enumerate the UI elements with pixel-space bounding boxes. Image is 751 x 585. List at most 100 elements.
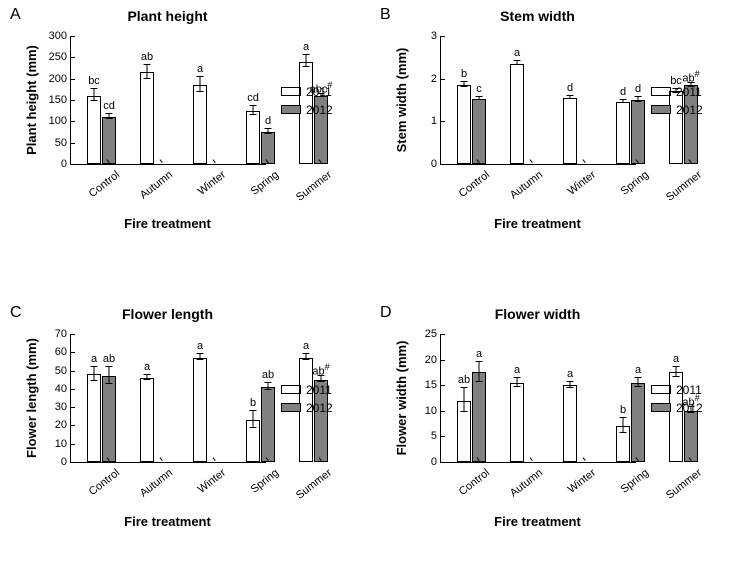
- y-axis-label: Flower length (mm): [24, 334, 39, 462]
- error-bar: [517, 60, 518, 65]
- error-bar: [623, 99, 624, 103]
- bar-2011: [563, 98, 577, 164]
- sig-label: a: [187, 340, 213, 352]
- y-tick: 70: [55, 328, 71, 340]
- y-tick: 60: [55, 346, 71, 358]
- error-bar: [306, 54, 307, 67]
- y-tick: 0: [61, 456, 71, 468]
- panel-stem-width: BStem widthStem width (mm)0123bcControla…: [380, 6, 745, 264]
- legend-swatch-2012: [651, 403, 671, 412]
- error-bar: [623, 417, 624, 432]
- error-bar: [306, 353, 307, 360]
- bar-2012: [261, 132, 275, 164]
- legend-item-2011: 2011: [651, 383, 703, 397]
- y-tick: 1: [431, 115, 441, 127]
- error-bar: [94, 366, 95, 381]
- error-bar: [638, 377, 639, 387]
- bar-2011: [510, 64, 524, 164]
- x-tick: Control: [72, 462, 122, 507]
- bar-2012: [102, 376, 116, 462]
- chart-title: Flower length: [70, 306, 265, 322]
- x-tick: Summer: [654, 462, 704, 507]
- y-tick: 40: [55, 383, 71, 395]
- error-bar: [268, 382, 269, 389]
- x-axis-label: Fire treatment: [440, 216, 635, 231]
- sig-label: a: [504, 364, 530, 376]
- error-bar: [464, 387, 465, 413]
- x-tick: Winter: [548, 164, 598, 209]
- error-bar: [94, 88, 95, 101]
- plot-area: 0510152025abaControlaAutumnaWinterbaSpri…: [440, 334, 636, 463]
- sig-label: bc: [81, 75, 107, 87]
- sig-label: a: [134, 361, 160, 373]
- bar-2011: [246, 420, 260, 462]
- y-tick: 50: [55, 137, 71, 149]
- error-bar: [268, 128, 269, 135]
- legend-label-2012: 2012: [306, 103, 333, 117]
- bar-2011: [457, 85, 471, 164]
- legend-label-2011: 2011: [306, 383, 332, 397]
- bar-2011: [87, 374, 101, 462]
- sig-label: a: [293, 41, 319, 53]
- sig-label: d: [255, 115, 281, 127]
- chart-title: Flower width: [440, 306, 635, 322]
- y-tick: 100: [49, 115, 71, 127]
- x-tick: Autumn: [495, 164, 545, 209]
- error-bar: [570, 95, 571, 99]
- sig-label: ab: [255, 369, 281, 381]
- x-tick: Spring: [231, 164, 281, 209]
- sig-label: a: [625, 364, 651, 376]
- error-bar: [200, 76, 201, 91]
- x-tick: Winter: [178, 462, 228, 507]
- panel-flower-length: CFlower lengthFlower length (mm)01020304…: [10, 304, 375, 562]
- y-tick: 25: [425, 328, 441, 340]
- error-bar: [253, 410, 254, 428]
- y-tick: 15: [425, 379, 441, 391]
- error-bar: [479, 96, 480, 100]
- legend-label-2012: 2012: [676, 401, 703, 415]
- bar-2012: [472, 372, 486, 462]
- sig-label: a: [504, 47, 530, 59]
- sig-label: ab#: [308, 362, 334, 378]
- plot-area: 050100150200250300bccdControlabAutumnaWi…: [70, 36, 266, 165]
- x-tick: Autumn: [495, 462, 545, 507]
- x-axis-label: Fire treatment: [70, 216, 265, 231]
- y-tick: 0: [61, 158, 71, 170]
- y-tick: 3: [431, 30, 441, 42]
- legend-swatch-2011: [651, 385, 671, 394]
- x-tick: Summer: [654, 164, 704, 209]
- bar-2012: [102, 117, 116, 164]
- y-tick: 10: [425, 405, 441, 417]
- x-tick: Winter: [178, 164, 228, 209]
- legend-item-2012: 2012: [651, 103, 703, 117]
- y-axis-label: Flower width (mm): [394, 334, 409, 462]
- x-tick: Summer: [284, 164, 334, 209]
- legend-item-2011: 2011: [651, 85, 703, 99]
- y-tick: 0: [431, 158, 441, 170]
- sig-label: c: [466, 83, 492, 95]
- sig-label: ab: [134, 51, 160, 63]
- sig-label: cd: [240, 92, 266, 104]
- error-bar: [517, 377, 518, 387]
- x-tick: Spring: [601, 164, 651, 209]
- bar-2012: [261, 387, 275, 462]
- error-bar: [109, 113, 110, 120]
- bar-2012: [631, 383, 645, 462]
- legend: 20112012: [281, 81, 333, 121]
- sig-label: a: [466, 348, 492, 360]
- legend-item-2011: 2011: [281, 383, 333, 397]
- y-tick: 20: [55, 419, 71, 431]
- error-bar: [109, 366, 110, 384]
- panel-letter: D: [380, 304, 392, 322]
- bar-2011: [140, 378, 154, 462]
- legend-item-2012: 2012: [651, 401, 703, 415]
- x-tick: Summer: [284, 462, 334, 507]
- sig-label: a: [663, 353, 689, 365]
- sig-label: a: [187, 63, 213, 75]
- panel-letter: C: [10, 304, 22, 322]
- error-bar: [479, 361, 480, 381]
- bar-2011: [193, 358, 207, 462]
- sig-label: b: [451, 68, 477, 80]
- y-tick: 150: [49, 94, 71, 106]
- x-tick: Winter: [548, 462, 598, 507]
